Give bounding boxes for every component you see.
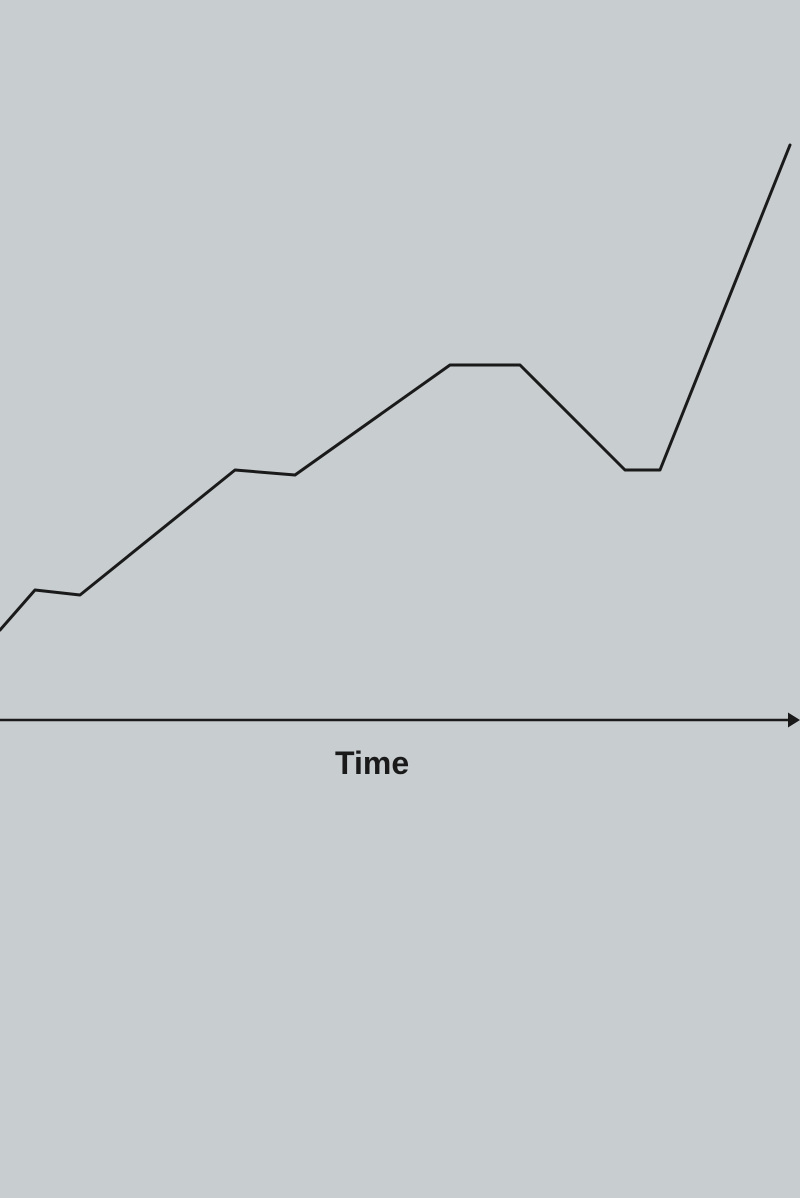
chart-svg xyxy=(0,0,800,1193)
x-axis-label: Time xyxy=(335,745,409,782)
line-chart: Time xyxy=(0,0,800,1193)
